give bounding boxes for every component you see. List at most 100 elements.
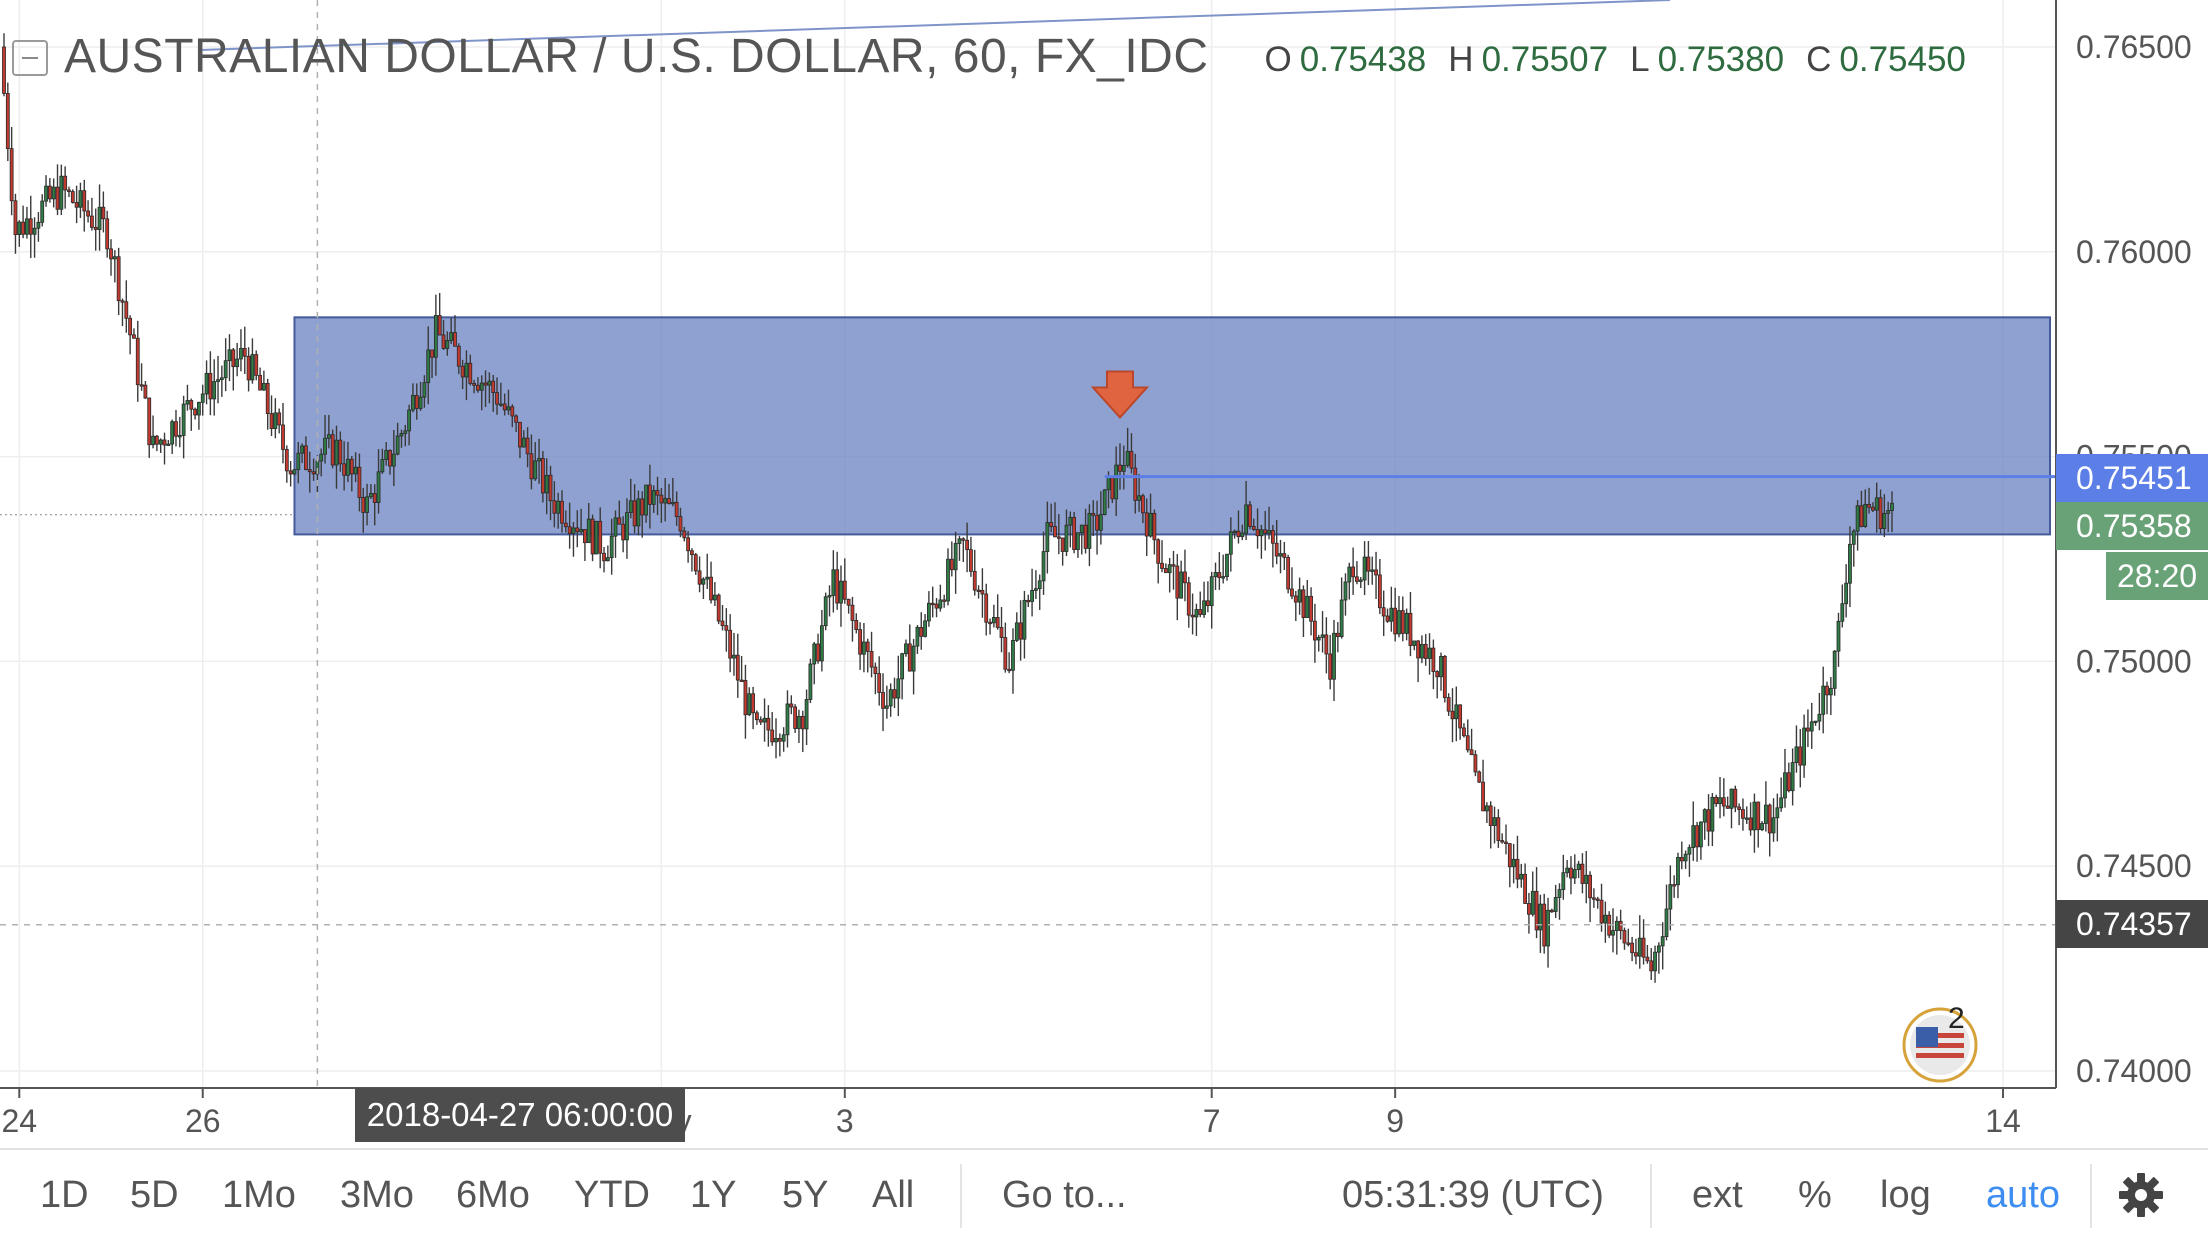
candle-body	[1706, 809, 1711, 832]
candle-body	[1286, 557, 1291, 590]
candle-body	[525, 437, 530, 455]
candle-body	[1397, 610, 1401, 635]
candle-body	[97, 206, 102, 230]
candle-body	[1691, 825, 1696, 848]
candle-body	[774, 737, 778, 743]
candle-body	[1863, 503, 1868, 527]
candle-body	[1026, 599, 1031, 603]
candle-body	[942, 599, 947, 602]
candle-body	[1274, 542, 1279, 557]
candle-body	[132, 334, 136, 339]
candle-body	[135, 337, 140, 386]
range-3mo-button[interactable]: 3Mo	[340, 1174, 414, 1216]
range-1y-button[interactable]: 1Y	[690, 1174, 737, 1216]
candle-body	[602, 552, 606, 562]
candle-body	[1763, 804, 1768, 824]
candle-body	[1672, 884, 1677, 887]
candle-body	[1079, 524, 1084, 534]
candle-body	[816, 643, 820, 662]
resistance-zone[interactable]	[293, 316, 2051, 536]
symbol-title[interactable]: AUSTRALIAN DOLLAR / U.S. DOLLAR, 60, FX_…	[64, 29, 1209, 83]
chart-canvas[interactable]: 0.765000.760000.755000.750000.745000.740…	[0, 0, 2208, 1148]
range-6mo-button[interactable]: 6Mo	[456, 1174, 530, 1216]
candle-body	[1427, 647, 1432, 659]
candle-body	[579, 529, 584, 533]
range-5y-button[interactable]: 5Y	[782, 1174, 829, 1216]
candle-body	[1611, 930, 1615, 936]
candle-body	[1649, 960, 1654, 972]
range-all-button[interactable]: All	[872, 1174, 915, 1216]
candle-body	[13, 200, 18, 236]
time-tick-label: 14	[1985, 1103, 2021, 1139]
candle-body	[120, 300, 125, 303]
go-to-button[interactable]: Go to...	[1002, 1174, 1127, 1216]
price-tick-label: 0.74000	[2076, 1053, 2192, 1089]
candle-body	[166, 443, 171, 446]
clock-display[interactable]: 05:31:39 (UTC)	[1342, 1174, 1604, 1216]
candle-body	[812, 643, 817, 665]
candle-body	[1737, 806, 1742, 810]
candle-body	[1546, 909, 1550, 947]
candle-body	[862, 641, 866, 655]
candle-body	[1034, 588, 1038, 591]
candle-body	[63, 175, 68, 191]
range-5d-button[interactable]: 5D	[130, 1174, 179, 1216]
range-1d-button[interactable]: 1D	[40, 1174, 89, 1216]
event-count: 2	[1948, 1002, 1965, 1035]
candle-body	[1175, 565, 1180, 599]
range-1mo-button[interactable]: 1Mo	[222, 1174, 296, 1216]
bottom-toolbar: 1D 5D 1Mo 3Mo 6Mo YTD 1Y 5Y All Go to...…	[0, 1148, 2208, 1242]
high-value: 0.75507	[1481, 40, 1609, 79]
candle-body	[1118, 464, 1122, 472]
candle-body	[999, 627, 1004, 638]
close-value: 0.75450	[1839, 40, 1966, 79]
candle-body	[1163, 568, 1168, 574]
arrow-down-icon[interactable]	[1090, 370, 1150, 419]
candle-body	[1870, 506, 1875, 511]
candle-body	[831, 569, 836, 596]
candle-body	[296, 452, 301, 471]
ext-toggle[interactable]: ext	[1692, 1174, 1743, 1216]
candle-body	[1561, 872, 1566, 891]
candle-body	[1251, 525, 1256, 530]
percent-toggle[interactable]: %	[1798, 1174, 1832, 1216]
candle-body	[907, 643, 912, 672]
candle-body	[112, 256, 117, 260]
candle-body	[575, 527, 580, 533]
candle-body	[204, 372, 209, 395]
candle-body	[617, 517, 622, 525]
candle-body	[93, 226, 98, 230]
candle-body	[1496, 817, 1501, 841]
candle-body	[900, 653, 905, 680]
log-toggle[interactable]: log	[1880, 1174, 1931, 1216]
time-tick-label: 7	[1203, 1103, 1221, 1139]
candle-body	[307, 469, 312, 473]
range-ytd-button[interactable]: YTD	[574, 1174, 650, 1216]
candle-body	[170, 421, 175, 445]
candle-body	[995, 617, 1000, 628]
candle-body	[1760, 823, 1764, 831]
trend-line[interactable]	[199, 0, 1671, 51]
us-flag-icon[interactable]	[1900, 1005, 1980, 1085]
candle-body	[1798, 746, 1803, 766]
candle-body	[976, 589, 981, 592]
candle-body	[1022, 599, 1027, 640]
candle-body	[1844, 582, 1849, 605]
time-axis[interactable]: 2426May37914	[1, 1088, 2021, 1139]
candle-body	[758, 719, 763, 723]
candle-body	[1553, 897, 1558, 912]
candle-body	[659, 494, 664, 504]
gear-icon[interactable]	[2118, 1172, 2164, 1218]
candle-body	[839, 580, 843, 604]
collapse-icon[interactable]	[12, 40, 48, 76]
open-label: O	[1264, 40, 1292, 79]
candle-body	[1087, 512, 1092, 549]
candle-body	[1083, 524, 1088, 549]
candle-body	[411, 394, 415, 411]
candle-body	[1676, 857, 1680, 886]
candle-body	[147, 397, 152, 446]
candle-body	[1431, 647, 1436, 673]
auto-toggle[interactable]: auto	[1986, 1174, 2060, 1216]
candle-body	[1588, 874, 1592, 899]
candle-body	[1683, 853, 1688, 862]
